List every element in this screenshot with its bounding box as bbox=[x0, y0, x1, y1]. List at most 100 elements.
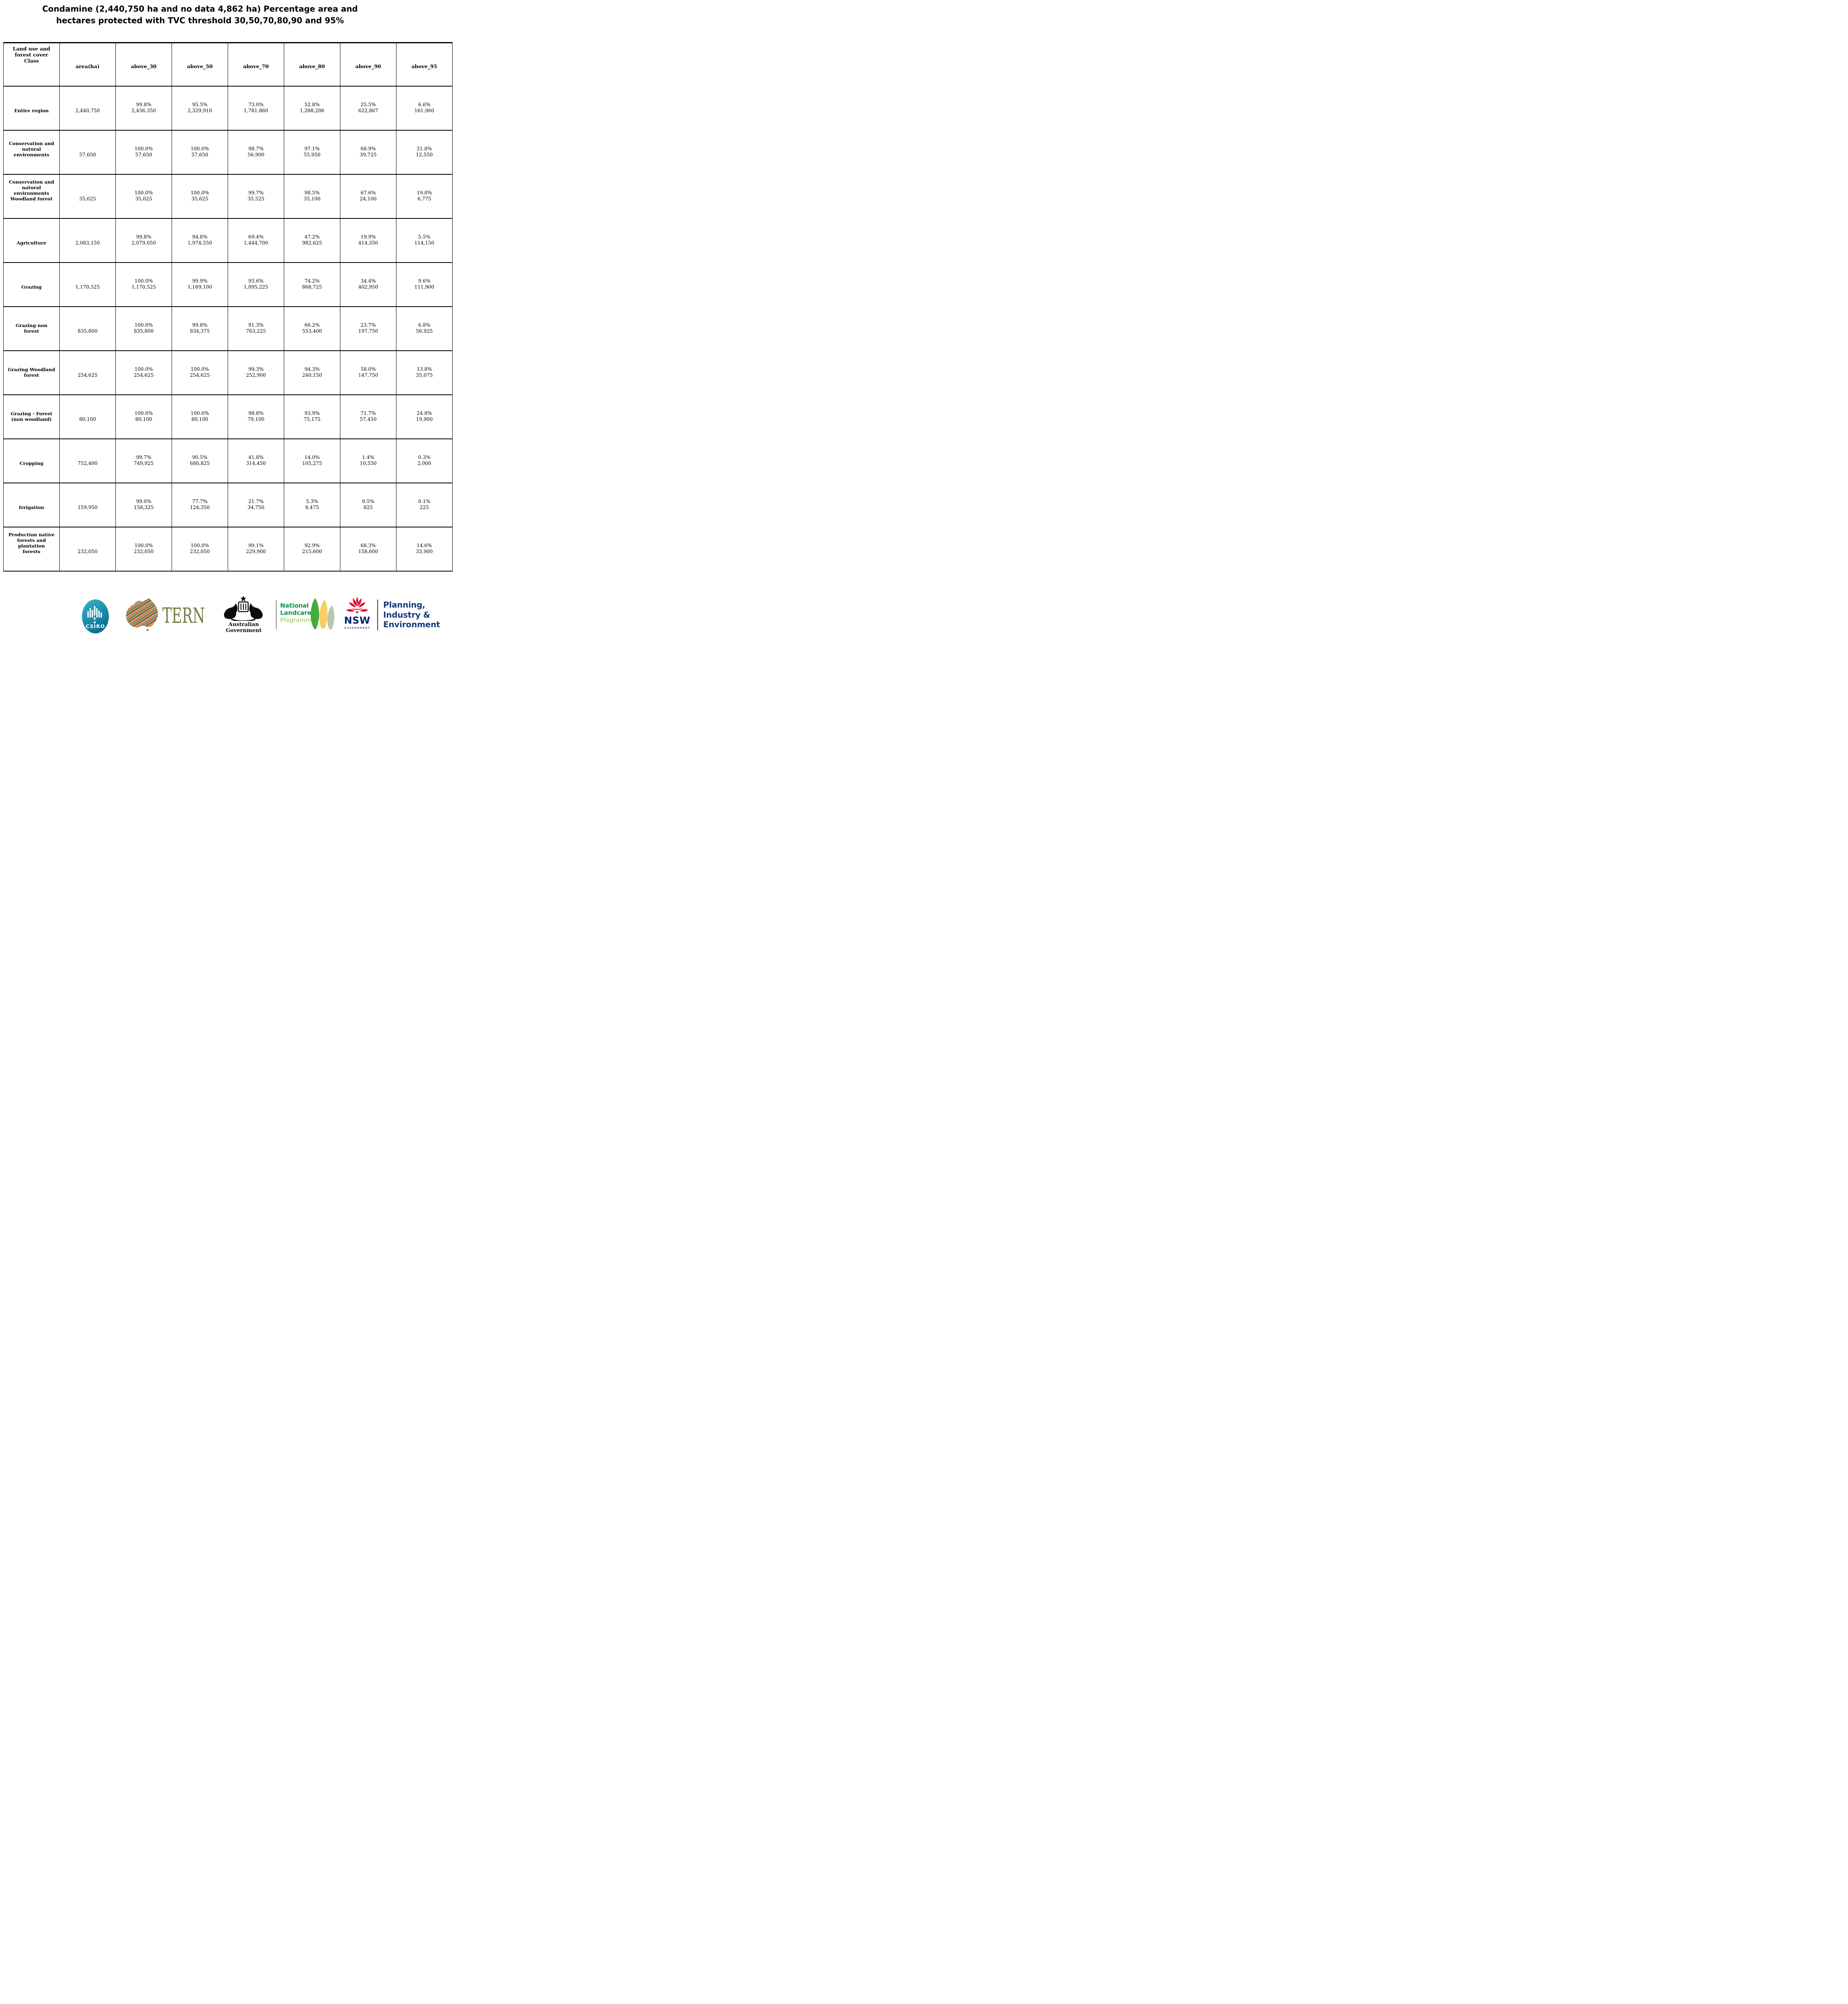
row-label-cell: Agriculture bbox=[3, 218, 60, 263]
landcare-line-2: Landcare bbox=[280, 609, 311, 616]
col-header-class-label: Land use and forest cover Class bbox=[12, 46, 51, 64]
threshold-percent: 100.0% bbox=[190, 410, 209, 416]
table-row: Grazing - Forest (non woodland) 80,100 100… bbox=[3, 394, 453, 439]
threshold-cell: 100.0% 835,800 bbox=[115, 306, 172, 351]
threshold-hectares: 225 bbox=[420, 504, 429, 510]
threshold-hectares: 6,775 bbox=[417, 196, 431, 202]
threshold-percent: 14.6% bbox=[417, 543, 432, 548]
threshold-hectares: 158,600 bbox=[358, 548, 378, 554]
row-area-cell: 159,950 bbox=[59, 483, 116, 527]
threshold-cell: 93.6% 1,095,225 bbox=[228, 262, 284, 307]
row-area-value: 35,625 bbox=[79, 196, 96, 202]
row-area-cell: 254,625 bbox=[59, 350, 116, 395]
threshold-cell: 47.2% 982,625 bbox=[284, 218, 340, 263]
threshold-hectares: 80,100 bbox=[191, 416, 208, 422]
row-area-cell: 1,170,525 bbox=[59, 262, 116, 307]
threshold-cell: 99.7% 749,925 bbox=[115, 438, 172, 483]
threshold-percent: 5.5% bbox=[418, 234, 431, 240]
threshold-hectares: 35,525 bbox=[247, 196, 265, 202]
row-label: Grazing non forest bbox=[15, 323, 48, 334]
threshold-percent: 9.6% bbox=[418, 278, 431, 284]
threshold-hectares: 232,050 bbox=[133, 548, 154, 554]
threshold-percent: 99.0% bbox=[136, 499, 152, 504]
threshold-cell: 99.8% 2,436,350 bbox=[115, 86, 172, 131]
threshold-cell: 21.8% 12,550 bbox=[396, 130, 453, 175]
threshold-percent: 66.2% bbox=[304, 322, 320, 328]
threshold-hectares: 35,625 bbox=[191, 196, 208, 202]
threshold-cell: 9.6% 111,900 bbox=[396, 262, 453, 307]
threshold-percent: 73.0% bbox=[248, 102, 264, 107]
threshold-hectares: 240,150 bbox=[302, 372, 322, 378]
threshold-percent: 19.0% bbox=[417, 190, 432, 196]
threshold-cell: 14.0% 105,275 bbox=[284, 438, 340, 483]
threshold-percent: 100.0% bbox=[134, 410, 153, 416]
threshold-percent: 100.0% bbox=[134, 322, 153, 328]
threshold-percent: 93.9% bbox=[304, 410, 320, 416]
threshold-cell: 99.0% 158,325 bbox=[115, 483, 172, 527]
row-label-cell: Grazing non forest bbox=[3, 306, 60, 351]
threshold-cell: 58.0% 147,750 bbox=[340, 350, 396, 395]
threshold-hectares: 158,325 bbox=[133, 504, 154, 510]
planning-line-1: Planning, bbox=[383, 600, 425, 610]
threshold-hectares: 2,079,050 bbox=[131, 240, 156, 246]
threshold-hectares: 39,725 bbox=[360, 152, 377, 158]
threshold-cell: 100.0% 254,625 bbox=[172, 350, 228, 395]
threshold-percent: 98.5% bbox=[304, 190, 320, 196]
threshold-percent: 14.0% bbox=[304, 455, 320, 460]
threshold-cell: 73.0% 1,781,860 bbox=[228, 86, 284, 131]
threshold-cell: 52.8% 1,288,206 bbox=[284, 86, 340, 131]
threshold-hectares: 749,925 bbox=[133, 460, 154, 466]
threshold-cell: 69.4% 1,444,700 bbox=[228, 218, 284, 263]
threshold-cell: 91.3% 763,225 bbox=[228, 306, 284, 351]
threshold-hectares: 197,750 bbox=[358, 328, 378, 334]
threshold-cell: 66.2% 553,400 bbox=[284, 306, 340, 351]
threshold-cell: 99.3% 252,900 bbox=[228, 350, 284, 395]
row-area-value: 2,440,750 bbox=[75, 107, 100, 113]
threshold-hectares: 553,400 bbox=[302, 328, 322, 334]
threshold-cell: 5.3% 8,475 bbox=[284, 483, 340, 527]
threshold-hectares: 1,444,700 bbox=[243, 240, 269, 246]
row-area-value: 159,950 bbox=[77, 504, 98, 510]
col-header-above-50-label: above_50 bbox=[187, 63, 213, 69]
threshold-cell: 100.0% 57,650 bbox=[115, 130, 172, 175]
col-header-above-50: above_50 bbox=[172, 42, 228, 87]
threshold-cell: 100.0% 1,170,525 bbox=[115, 262, 172, 307]
threshold-percent: 99.8% bbox=[192, 322, 208, 328]
row-area-cell: 835,800 bbox=[59, 306, 116, 351]
threshold-percent: 99.1% bbox=[248, 543, 264, 548]
tern-logo: TERN bbox=[126, 598, 205, 631]
threshold-cell: 92.9% 215,600 bbox=[284, 527, 340, 572]
row-label: Entire region bbox=[14, 108, 49, 113]
col-header-above-80: above_80 bbox=[284, 42, 340, 87]
threshold-percent: 71.7% bbox=[360, 410, 376, 416]
row-label: Irrigation bbox=[18, 505, 44, 510]
threshold-cell: 99.8% 2,079,050 bbox=[115, 218, 172, 263]
threshold-percent: 23.7% bbox=[360, 322, 376, 328]
table-row: Irrigation 159,950 99.0% 158,325 77.7% 124,35… bbox=[3, 483, 453, 527]
threshold-hectares: 57,650 bbox=[191, 152, 208, 158]
threshold-hectares: 1,288,206 bbox=[299, 107, 325, 113]
planning-line-3: Environment bbox=[383, 620, 440, 629]
threshold-cell: 97.1% 55,950 bbox=[284, 130, 340, 175]
threshold-percent: 100.0% bbox=[190, 146, 209, 152]
threshold-percent: 68.9% bbox=[360, 146, 376, 152]
threshold-cell: 0.3% 2,000 bbox=[396, 438, 453, 483]
threshold-hectares: 229,900 bbox=[246, 548, 266, 554]
threshold-hectares: 79,100 bbox=[247, 416, 265, 422]
planning-line-2: Industry & bbox=[383, 610, 431, 620]
row-label-cell: Entire region bbox=[3, 86, 60, 131]
threshold-hectares: 868,725 bbox=[302, 284, 322, 290]
national-landcare-logo: National Landcare Programme bbox=[276, 598, 336, 632]
row-label: Production native forests and plantation… bbox=[8, 532, 55, 554]
threshold-hectares: 402,950 bbox=[358, 284, 378, 290]
threshold-cell: 99.8% 834,375 bbox=[172, 306, 228, 351]
threshold-hectares: 56,925 bbox=[416, 328, 433, 334]
tern-wordmark: TERN bbox=[162, 604, 205, 628]
threshold-percent: 5.3% bbox=[306, 499, 318, 504]
row-label-cell: Irrigation bbox=[3, 483, 60, 527]
threshold-percent: 0.5% bbox=[362, 499, 374, 504]
row-label-cell: Conservation and natural environments Wo… bbox=[3, 174, 60, 219]
threshold-percent: 94.3% bbox=[304, 366, 320, 372]
threshold-percent: 100.0% bbox=[190, 543, 209, 548]
threshold-percent: 92.9% bbox=[304, 543, 320, 548]
